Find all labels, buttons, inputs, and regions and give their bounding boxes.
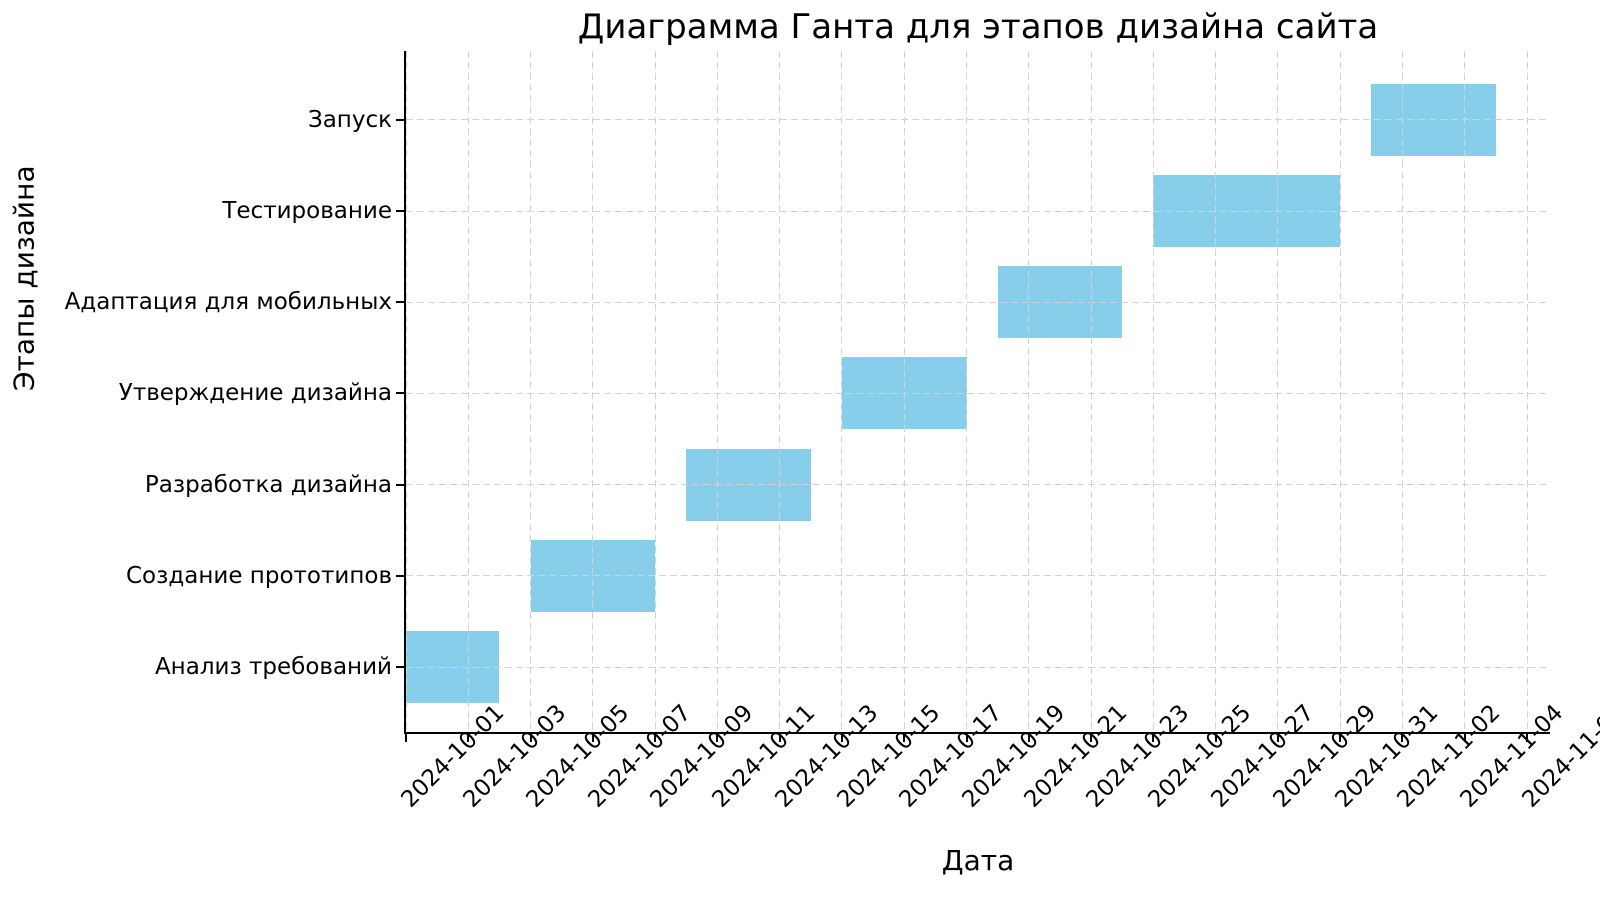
x-tick-mark (1214, 734, 1217, 742)
gridline-vertical (1090, 51, 1092, 732)
gridline-vertical (903, 51, 905, 732)
x-tick-mark (1463, 734, 1466, 742)
y-tick-mark (396, 301, 406, 304)
x-tick-mark (1090, 734, 1093, 742)
gridline-vertical (654, 51, 656, 732)
gridline-horizontal (406, 484, 1550, 486)
x-tick-mark (840, 734, 843, 742)
chart-title: Диаграмма Ганта для этапов дизайна сайта (577, 7, 1379, 47)
gridline-vertical (1464, 51, 1466, 732)
gridline-horizontal (406, 392, 1550, 394)
y-tick-label: Разработка дизайна (144, 471, 392, 498)
gridline-vertical (1215, 51, 1217, 732)
gridline-horizontal (406, 210, 1550, 212)
gridline-horizontal (406, 301, 1550, 303)
x-tick-mark (965, 734, 968, 742)
y-tick-mark (396, 666, 406, 668)
x-tick-mark (1401, 734, 1404, 742)
x-tick-mark (1152, 734, 1155, 742)
x-tick-mark (1027, 734, 1030, 742)
gridline-vertical (716, 51, 718, 732)
x-tick-mark (654, 734, 657, 742)
y-tick-mark (396, 118, 406, 121)
gridline-vertical (1028, 51, 1030, 732)
gridline-vertical (1526, 51, 1528, 732)
x-tick-mark (903, 734, 906, 742)
plot-area (405, 51, 1550, 732)
gridline-vertical (1152, 51, 1154, 732)
y-tick-label: Тестирование (222, 198, 392, 224)
x-axis-spine (404, 732, 1550, 734)
gridline-vertical (530, 51, 532, 732)
gridline-vertical (1339, 51, 1341, 732)
x-tick-mark (1276, 734, 1279, 742)
y-tick-label: Утверждение дизайна (118, 380, 392, 407)
y-tick-mark (396, 392, 406, 395)
x-tick-mark (467, 734, 470, 742)
gridline-vertical (1277, 51, 1279, 732)
x-tick-mark (1526, 734, 1529, 742)
y-tick-mark (396, 574, 406, 577)
gridline-vertical (1401, 51, 1403, 732)
gridline-vertical (592, 51, 594, 732)
gridline-vertical (966, 51, 968, 732)
y-tick-label: Анализ требований (154, 654, 392, 680)
y-tick-label: Запуск (307, 106, 392, 133)
x-tick-mark (529, 734, 532, 742)
x-tick-mark (716, 734, 719, 742)
gridline-horizontal (406, 575, 1550, 577)
gridline-vertical (467, 51, 469, 732)
y-tick-mark (396, 483, 406, 486)
gridline-vertical (405, 51, 407, 732)
y-tick-label: Адаптация для мобильных (64, 289, 392, 316)
gridline-vertical (779, 51, 781, 732)
x-tick-mark (405, 734, 407, 742)
x-tick-mark (1339, 734, 1342, 742)
x-tick-mark (591, 734, 594, 742)
gridline-horizontal (406, 666, 1550, 668)
y-tick-mark (396, 210, 406, 212)
gridline-vertical (841, 51, 843, 732)
x-axis-label: Дата (941, 844, 1015, 877)
y-tick-label: Создание прототипов (126, 562, 392, 589)
gridline-horizontal (406, 119, 1550, 121)
x-tick-mark (778, 734, 781, 742)
